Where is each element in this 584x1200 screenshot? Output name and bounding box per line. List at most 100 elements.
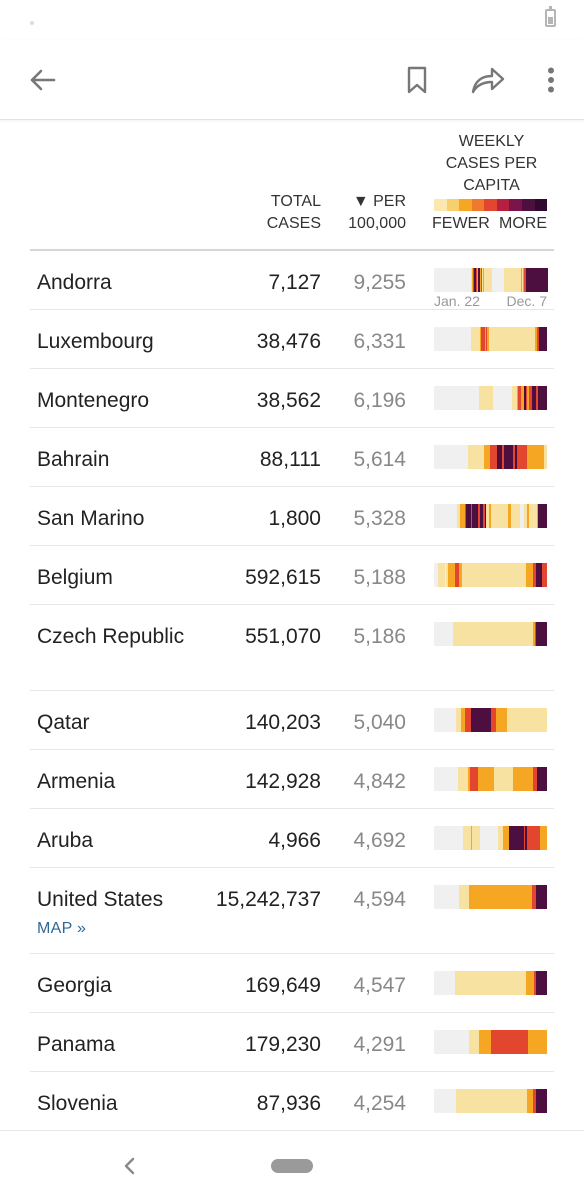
sparkline-bar	[506, 327, 508, 351]
map-link[interactable]: MAP »	[37, 920, 87, 937]
sparkline-bar	[516, 268, 518, 292]
sparkline-bar	[532, 504, 534, 528]
sparkline-bar	[476, 563, 479, 587]
table-row[interactable]: Luxembourg 38,476 6,331	[30, 310, 554, 369]
sparkline-bar	[448, 826, 451, 850]
sparkline-bar	[442, 327, 444, 351]
sparkline-bar	[486, 504, 488, 528]
sparkline-bar	[504, 445, 506, 469]
share-arrow-icon[interactable]	[470, 62, 506, 98]
table-row[interactable]: Belgium 592,615 5,188	[30, 546, 554, 605]
sparkline-bar	[456, 885, 459, 909]
sparkline-bar	[495, 445, 497, 469]
sparkline-bar	[435, 327, 437, 351]
sparkline-bar	[477, 445, 479, 469]
table-row[interactable]: Armenia 142,928 4,842	[30, 750, 554, 809]
sparkline-bar	[509, 563, 512, 587]
sparkline-bar	[439, 268, 441, 292]
sparkline-bar	[500, 1030, 503, 1054]
sparkline-bar	[543, 1030, 546, 1054]
sparkline-bar	[455, 767, 458, 791]
table-row[interactable]: San Marino 1,800 5,328	[30, 487, 554, 546]
sparkline-bar	[501, 622, 503, 646]
table-row[interactable]: Qatar 140,203 5,040	[30, 691, 554, 750]
sparkline-bar	[512, 826, 515, 850]
sparkline-bar	[481, 563, 484, 587]
sparkline-bar	[466, 826, 469, 850]
sparkline-bar	[541, 504, 543, 528]
sparkline-bar	[453, 327, 455, 351]
sparkline-bar	[473, 1089, 476, 1113]
home-pill-icon[interactable]	[271, 1159, 313, 1173]
table-row[interactable]: Aruba 4,966 4,692	[30, 809, 554, 868]
country-label: Panama	[37, 1033, 116, 1056]
sparkline-bar	[511, 1089, 514, 1113]
sparkline-bar	[459, 826, 462, 850]
sparkline-bar	[530, 708, 533, 732]
sparkline-bar	[508, 327, 510, 351]
sparkline-bar	[472, 971, 475, 995]
sparkline-bar	[531, 1089, 533, 1113]
sparkline-bar	[481, 708, 484, 732]
sparkline-bar	[468, 971, 471, 995]
sparkline-bar	[525, 826, 528, 850]
sparkline-bar	[542, 327, 544, 351]
arrow-left-icon[interactable]	[24, 62, 60, 98]
table-row[interactable]: Slovenia 87,936 4,254	[30, 1072, 554, 1131]
sparkline-bar	[451, 445, 454, 469]
table-row[interactable]: Bahrain 88,111 5,614	[30, 428, 554, 487]
sparkline-bar	[534, 708, 537, 732]
sparkline-bar	[459, 1030, 462, 1054]
sparkline-bar	[501, 327, 503, 351]
header-per-100k[interactable]: ▼ PER 100,000	[348, 193, 406, 232]
sparkline-bar	[543, 563, 546, 587]
table-row[interactable]: Georgia 169,649 4,547	[30, 954, 554, 1013]
sparkline-bar	[508, 708, 511, 732]
sparkline-bar	[494, 268, 496, 292]
table-row[interactable]: Panama 179,230 4,291	[30, 1013, 554, 1072]
sparkline-bar	[534, 1089, 537, 1113]
sparkline-bar	[509, 386, 511, 410]
sparkline-bar	[533, 1030, 536, 1054]
sparkline-bar	[525, 1030, 528, 1054]
sparkline-bar	[530, 885, 533, 909]
sparkline-bar	[489, 327, 491, 351]
country-label: Armenia	[37, 770, 116, 793]
sparkline-bar	[489, 1089, 492, 1113]
sparkline-bar	[462, 971, 465, 995]
chevron-left-icon[interactable]	[117, 1151, 141, 1181]
sparkline-bar	[483, 708, 486, 732]
more-vertical-icon[interactable]	[533, 62, 569, 98]
total-cases-value: 4,966	[268, 829, 321, 852]
weekly-sparkline	[434, 971, 548, 995]
sparkline-bar	[495, 386, 497, 410]
sparkline-bar	[459, 386, 461, 410]
sparkline-bar	[460, 885, 463, 909]
table-row[interactable]: Montenegro 38,562 6,196	[30, 369, 554, 428]
sparkline-bar	[447, 386, 449, 410]
sparkline-bar	[446, 563, 449, 587]
sparkline-bar	[517, 268, 519, 292]
total-cases-value: 88,111	[259, 448, 321, 471]
sparkline-bar	[490, 708, 493, 732]
sparkline-bar	[506, 622, 509, 646]
table-row[interactable]: United States MAP » 15,242,737 4,594	[30, 868, 554, 954]
sparkline-bar	[539, 504, 542, 528]
legend-fewer-label: FEWER	[432, 215, 490, 232]
sparkline-bar	[452, 268, 454, 292]
sparkline-bar	[504, 386, 506, 410]
sparkline-bar	[502, 327, 504, 351]
sparkline-bar	[451, 622, 454, 646]
sparkline-bar	[514, 826, 517, 850]
sparkline-bar	[434, 971, 436, 995]
sparkline-bar	[506, 1030, 509, 1054]
date-end-label: Dec. 7	[506, 293, 547, 309]
sparkline-bar	[434, 767, 436, 791]
table-row[interactable]: Andorra 7,127 9,255 Jan. 22 Dec. 7	[30, 251, 554, 310]
sparkline-bar	[505, 767, 508, 791]
table-row[interactable]: Czech Republic 551,070 5,186	[30, 605, 554, 691]
bookmark-icon[interactable]	[399, 62, 435, 98]
header-total-cases[interactable]: TOTAL CASES	[266, 193, 321, 232]
sparkline-bar	[541, 708, 544, 732]
sparkline-bar	[486, 1030, 489, 1054]
